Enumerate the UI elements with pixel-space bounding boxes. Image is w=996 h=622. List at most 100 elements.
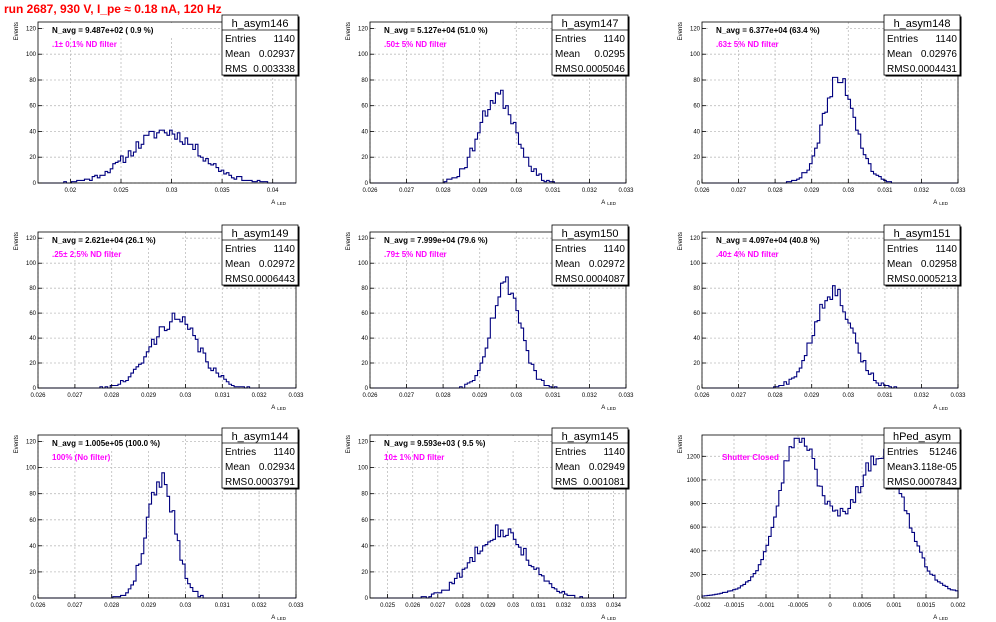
filter-annotation: Shutter Closed	[722, 453, 779, 462]
navg-header: N_avg = 2.621e+04 (26.1 %)	[52, 236, 156, 245]
y-tick-label: 20	[29, 570, 36, 576]
stats-label: Entries	[225, 447, 256, 458]
y-tick-label: 0	[365, 386, 369, 392]
x-tick-label: 0.029	[480, 603, 496, 609]
x-axis-label: A LED	[933, 200, 949, 206]
x-axis-label-main: A	[271, 200, 275, 206]
y-tick-label: 40	[29, 544, 36, 550]
histogram-name: h_asym149	[232, 228, 289, 240]
x-tick-label: 0.027	[67, 393, 83, 399]
histogram-panel: 0.026 0.027 0.028 0.029 0.03 0.031 0.032 0.033 0…	[678, 224, 966, 411]
y-tick-label: 120	[358, 236, 369, 242]
stats-label: Mean	[225, 462, 250, 473]
x-tick-label: 0.029	[804, 393, 820, 399]
y-tick-label: 0	[33, 386, 37, 392]
y-tick-label: 120	[690, 236, 701, 242]
stats-value: -3.118e-05	[909, 462, 957, 473]
x-tick-label: 0.033	[581, 603, 597, 609]
y-tick-label: 60	[361, 311, 368, 317]
stats-value: 0.0006443	[248, 274, 296, 285]
y-tick-label: 60	[29, 104, 36, 110]
x-axis-label: A LED	[601, 405, 617, 411]
x-axis-label: A LED	[601, 615, 617, 621]
y-axis-label: Events	[346, 22, 352, 40]
y-tick-label: 20	[361, 570, 368, 576]
x-tick-label: -0.002	[693, 603, 711, 609]
y-tick-label: 20	[29, 361, 36, 367]
x-tick-label: 0.028	[768, 393, 784, 399]
x-axis-label-main: A	[601, 405, 605, 411]
x-tick-label: 0.029	[141, 603, 157, 609]
stats-box-frame	[883, 14, 961, 76]
y-tick-label: 100	[690, 261, 701, 267]
x-tick-label: 0.031	[545, 393, 561, 399]
x-tick-label: 0.032	[582, 188, 598, 194]
x-tick-label: 0.026	[30, 603, 46, 609]
x-tick-label: 0.03	[842, 393, 854, 399]
stats-box: h_asym144 Entries 1140 Mean 0.02934 RMS 0.0003…	[221, 427, 300, 490]
header-box	[378, 233, 514, 246]
x-axis-label-main: A	[933, 405, 937, 411]
y-tick-label: 120	[690, 26, 701, 32]
histogram-series	[38, 312, 296, 389]
x-tick-label: -0.0005	[788, 603, 809, 609]
y-tick-label: 80	[361, 78, 368, 84]
x-tick-label: -0.0015	[724, 603, 745, 609]
y-tick-label: 40	[29, 336, 36, 342]
stats-box-frame	[883, 427, 961, 489]
x-axis-label-sub: LED	[939, 616, 949, 621]
y-axis-label: Events	[346, 435, 352, 453]
navg-header: N_avg = 9.487e+02 ( 0.9 %)	[52, 26, 154, 35]
x-tick-label: 0.033	[288, 393, 304, 399]
histogram-panel: 0.026 0.027 0.028 0.029 0.03 0.031 0.032 0.033 0…	[14, 427, 304, 621]
header-box	[378, 23, 514, 36]
histogram-panel: -0.002 -0.0015 -0.001 -0.0005 0 0.0005 0.001 0.…	[678, 427, 966, 621]
stats-box-frame	[221, 14, 299, 76]
header-box	[710, 23, 846, 36]
y-tick-label: 80	[29, 78, 36, 84]
plot-border	[701, 231, 959, 389]
y-tick-label: 60	[361, 518, 368, 524]
y-tick-label: 40	[693, 336, 700, 342]
filter-annotation: 10± 1% ND filter	[384, 453, 444, 462]
x-axis-label-sub: LED	[277, 201, 287, 206]
x-tick-label: 0.03	[510, 188, 522, 194]
plot-border	[37, 434, 297, 599]
stats-label: RMS	[225, 64, 248, 75]
x-axis-label-sub: LED	[939, 201, 949, 206]
x-tick-label: 0.027	[399, 188, 415, 194]
y-tick-label: 80	[361, 492, 368, 498]
x-axis-label-main: A	[271, 405, 275, 411]
y-tick-label: 100	[26, 52, 37, 58]
histogram-name: h_asym144	[232, 431, 289, 443]
stats-label: Mean	[887, 259, 912, 270]
navg-header: N_avg = 9.593e+03 ( 9.5 %)	[384, 439, 486, 448]
x-tick-label: 0.0005	[853, 603, 872, 609]
x-tick-label: 0.027	[67, 603, 83, 609]
stats-value: 1140	[273, 34, 295, 45]
stats-box-frame	[551, 14, 629, 76]
x-tick-label: 0.031	[215, 603, 231, 609]
x-axis-label: A LED	[271, 615, 287, 621]
stats-label: Mean	[225, 49, 250, 60]
x-axis-label: A LED	[271, 200, 287, 206]
navg-header: N_avg = 7.999e+04 (79.6 %)	[384, 236, 488, 245]
y-tick-label: 400	[690, 549, 701, 555]
x-tick-label: 0.028	[768, 188, 784, 194]
x-axis-label-main: A	[601, 615, 605, 621]
header-box	[46, 436, 182, 449]
navg-header: N_avg = 4.097e+04 (40.8 %)	[716, 236, 820, 245]
x-tick-label: 0.03	[842, 188, 854, 194]
stats-value: 0.02972	[259, 259, 296, 270]
stats-box-frame	[883, 224, 961, 286]
histogram-panel: 0.026 0.027 0.028 0.029 0.03 0.031 0.032 0.033 0…	[346, 14, 634, 206]
page-title: run 2687, 930 V, I_pe ≈ 0.18 nA, 120 Hz	[4, 2, 222, 16]
plot-border	[369, 434, 627, 599]
x-axis-label-sub: LED	[607, 406, 617, 411]
y-tick-label: 0	[365, 181, 369, 187]
x-axis-label-sub: LED	[277, 616, 287, 621]
stats-value: 0.02972	[589, 259, 626, 270]
stats-box: hPed_asym Entries 51246 Mean-3.118e-05 RMS 0.…	[883, 427, 962, 490]
y-tick-label: 80	[29, 492, 36, 498]
x-tick-label: 0.035	[215, 188, 231, 194]
